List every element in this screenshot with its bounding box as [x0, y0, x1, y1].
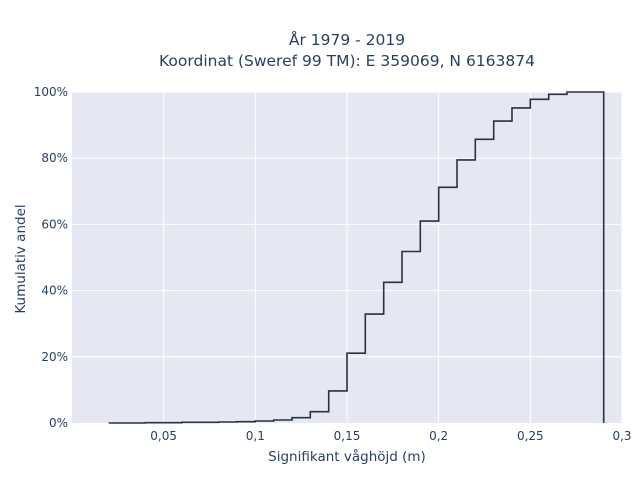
y-tick-label: 20% [41, 350, 68, 364]
y-tick-label: 0% [49, 416, 68, 430]
chart-title-line-2: Koordinat (Sweref 99 TM): E 359069, N 61… [159, 52, 535, 70]
chart-title-line-1: År 1979 - 2019 [289, 30, 405, 49]
x-tick-label: 0,15 [334, 429, 361, 443]
x-tick-label: 0,3 [612, 429, 631, 443]
plot-area: 0,05 0,1 0,15 0,2 0,25 0,3 0% 20% 40% 60% 80% 100% [34, 85, 632, 443]
x-axis-title: Signifikant våghöjd (m) [268, 448, 426, 465]
y-tick-label: 100% [34, 85, 68, 99]
y-axis-title: Kumulativ andel [13, 204, 29, 313]
x-tick-label: 0,1 [246, 429, 265, 443]
y-tick-label: 80% [41, 151, 68, 165]
y-tick-label: 60% [41, 217, 68, 231]
cdf-step-line [108, 91, 605, 424]
x-tick-label: 0,2 [429, 429, 448, 443]
x-tick-label: 0,05 [150, 429, 177, 443]
y-tick-label: 40% [41, 284, 68, 298]
x-tick-label: 0,25 [517, 429, 544, 443]
